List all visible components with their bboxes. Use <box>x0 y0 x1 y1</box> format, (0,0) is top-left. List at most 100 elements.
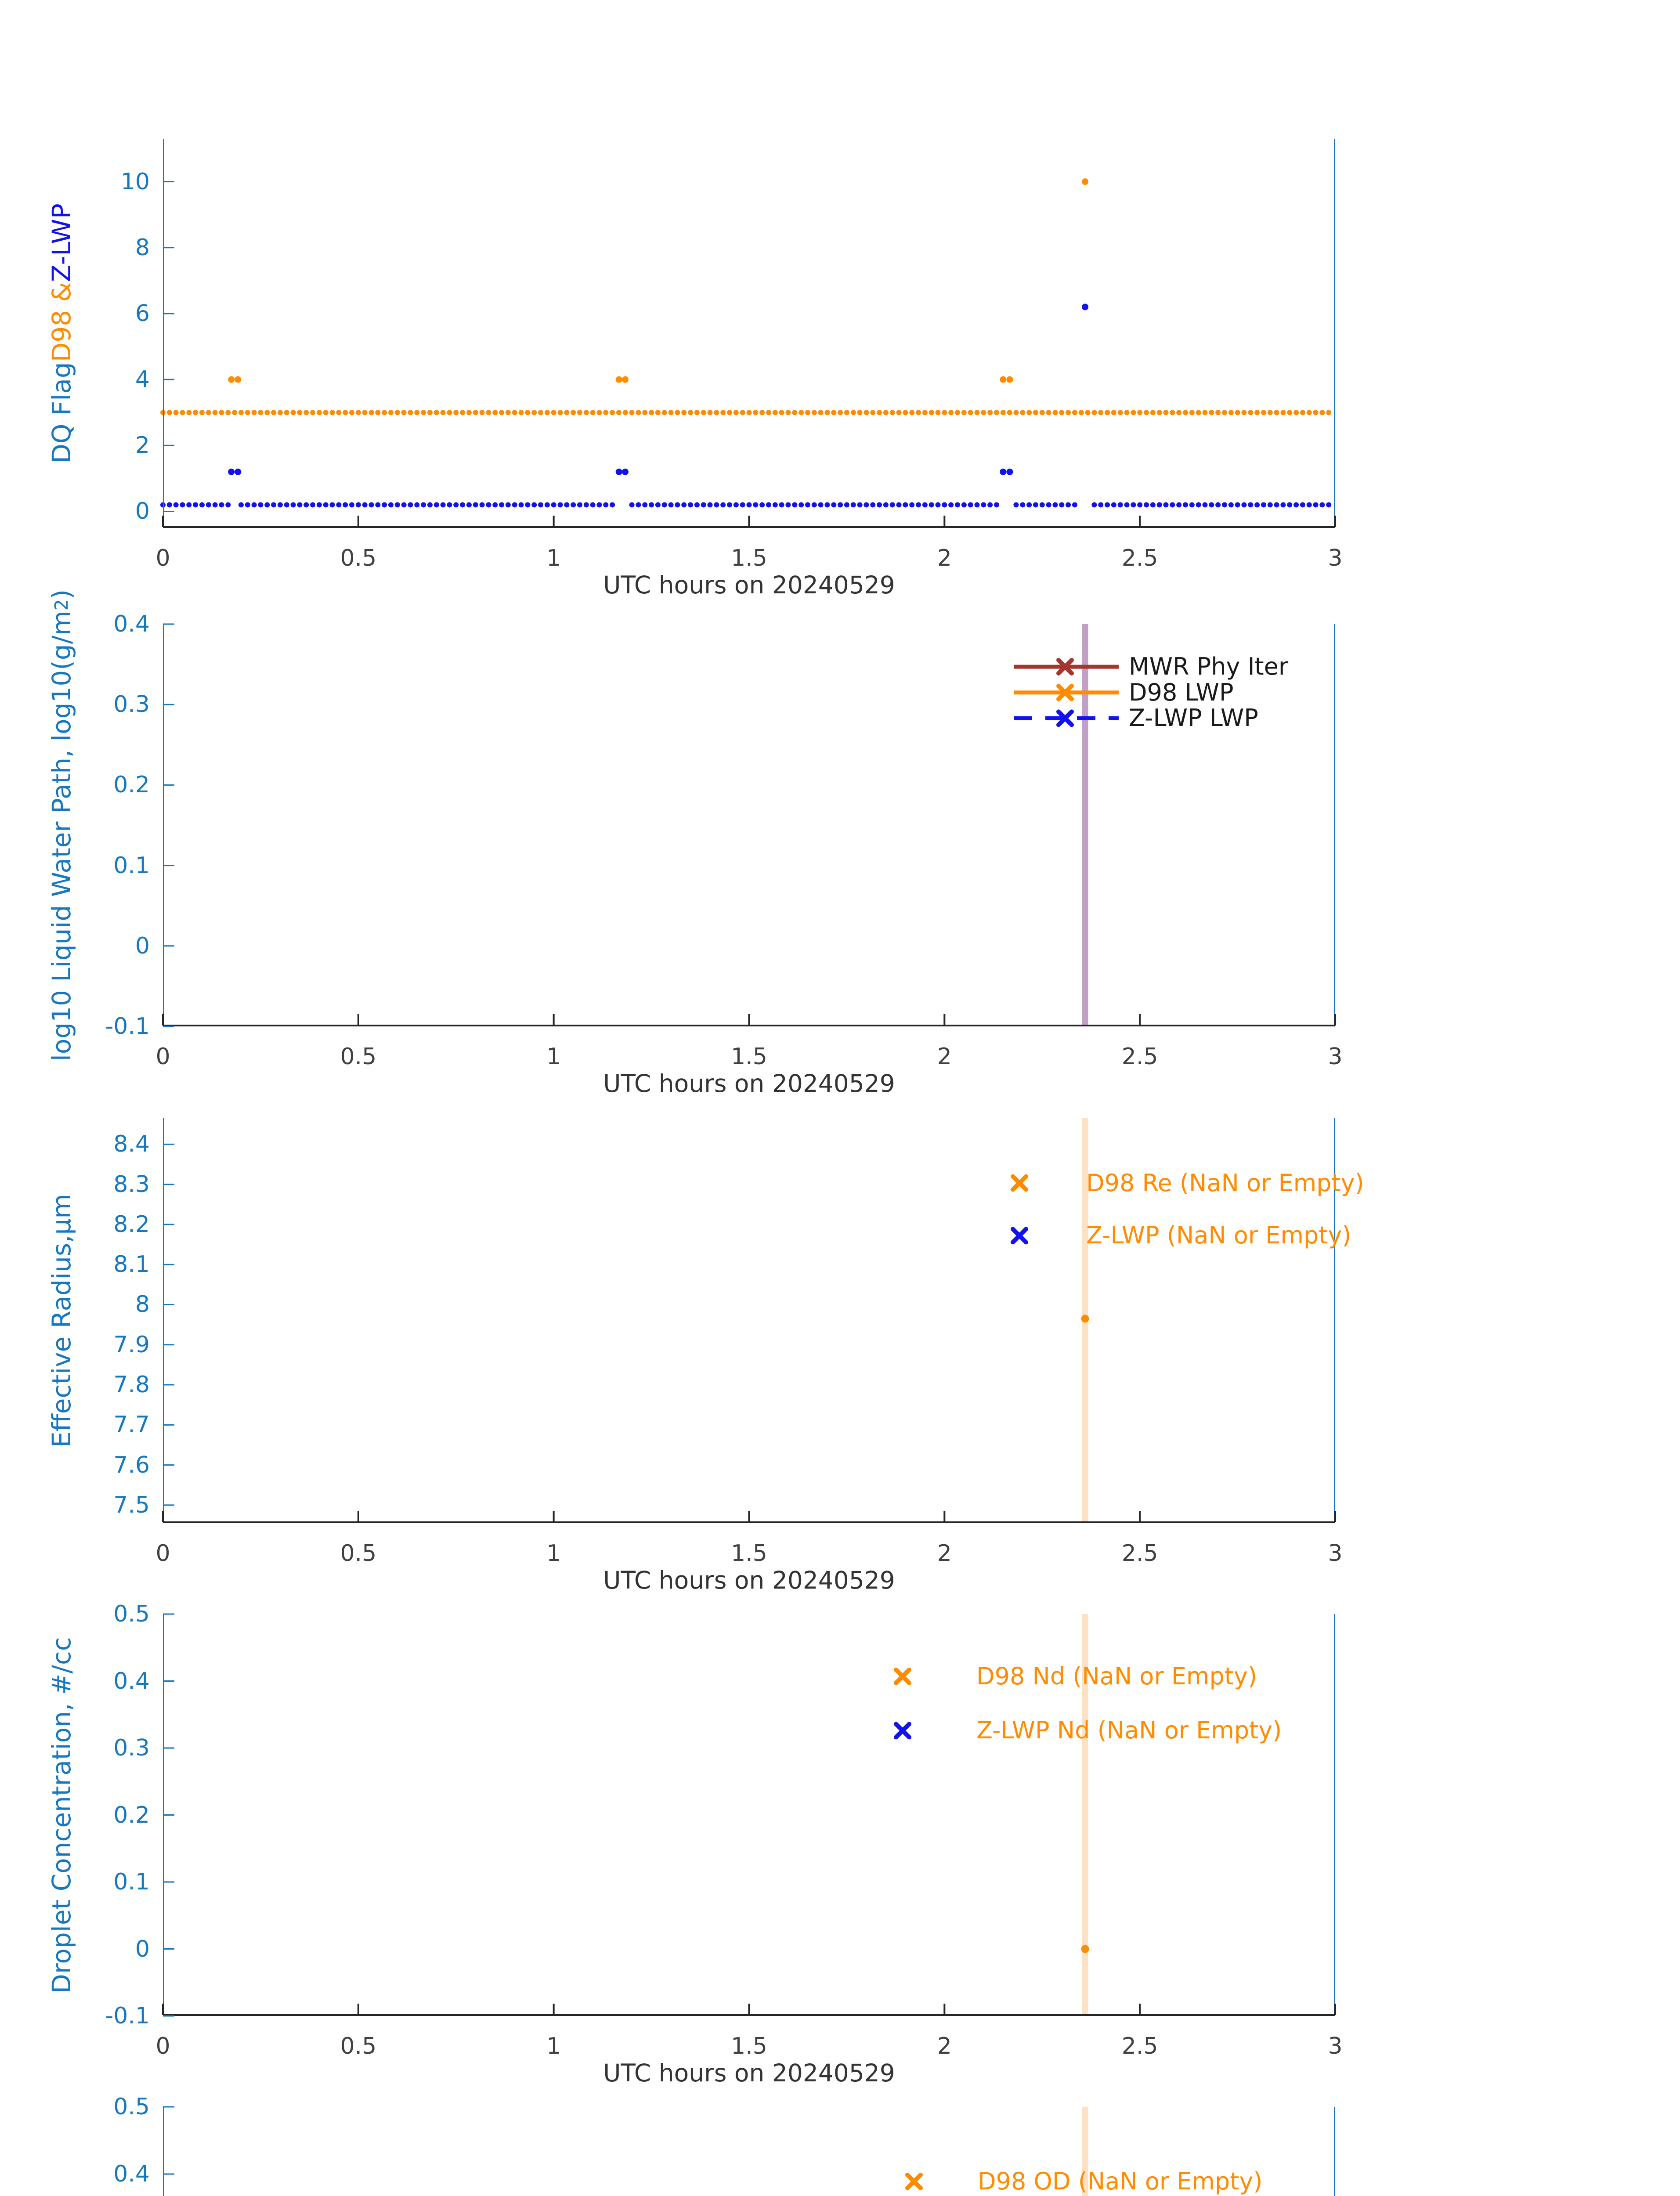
y-tick-label: 8.2 <box>113 1211 150 1238</box>
y-tick-label: 7.9 <box>113 1331 150 1358</box>
subplot-droplet-concentration: -0.1 0 0.1 0.2 0.3 0.4 0.5 0 0.5 1 1.5 2 2.5 3 UTC hou… <box>0 1601 1680 2130</box>
x-tick-label: 3 <box>1328 2033 1343 2059</box>
x-axis-label: UTC hours on 20240529 <box>603 1069 895 1098</box>
y-tick-label: 0.4 <box>113 2161 150 2187</box>
y-tick-label: 0.4 <box>113 1668 150 1694</box>
vertical-band <box>1082 2107 1088 2196</box>
y-tick-label: 0.2 <box>113 1802 150 1828</box>
vertical-band <box>1082 1614 1088 2016</box>
y-tick-label: 4 <box>135 366 150 393</box>
plot-area-dq-flag <box>160 139 1336 528</box>
y-tick-label: 2 <box>135 432 150 459</box>
legend-label: Z-LWP (NaN or Empty) <box>1086 1221 1351 1250</box>
y-tick-label: 0.1 <box>113 1869 150 1895</box>
x-tick-label: 0.5 <box>340 545 377 571</box>
y-axis-label: Effective Radius,μm <box>44 1044 79 1597</box>
x-tick-label: 2.5 <box>1121 545 1158 571</box>
x-tick-label: 3 <box>1328 1540 1343 1567</box>
y-tick-label: -0.1 <box>105 2003 150 2029</box>
x-tick-label: 1 <box>546 1044 561 1070</box>
x-tick-label: 1.5 <box>731 1044 767 1070</box>
y-tick-label: 0.1 <box>113 852 150 879</box>
x-tick-label: 3 <box>1328 1044 1343 1070</box>
x-tick-label: 2.5 <box>1121 1540 1158 1567</box>
y-tick-label: 0 <box>135 1936 150 1962</box>
y-axis-label-part: Z-LWP <box>47 203 76 282</box>
x-tick-label: 2 <box>937 545 952 571</box>
y-tick-label: 10 <box>120 168 150 195</box>
y-tick-label: 8.1 <box>113 1251 150 1278</box>
y-tick-label: 8.3 <box>113 1171 150 1198</box>
x-tick-label: 3 <box>1328 545 1343 571</box>
x-tick-label: 0 <box>155 545 170 571</box>
x-tick-label: 0 <box>155 1044 170 1070</box>
y-axis-label-part: 2 <box>51 599 72 611</box>
legend-label: D98 LWP <box>1129 678 1234 706</box>
y-axis-label: Optical Depth <box>44 2032 79 2196</box>
x-tick-label: 2 <box>937 2033 952 2059</box>
x-tick-label: 2 <box>937 1540 952 1567</box>
y-axis-label: log10 Liquid Water Path, log10(g/m 2) <box>44 549 79 1102</box>
legend-label: Z-LWP LWP <box>1129 704 1258 732</box>
x-tick-label: 1 <box>546 545 561 571</box>
legend-label: D98 OD (NaN or Empty) <box>978 2167 1263 2195</box>
legend-label: MWR Phy Iter <box>1129 653 1289 681</box>
data-point <box>1081 1945 1089 1953</box>
y-tick-label: -0.1 <box>105 1013 150 1040</box>
y-tick-label: 8 <box>135 1291 150 1318</box>
data-point <box>1081 1315 1089 1323</box>
y-tick-label: 8 <box>135 234 150 261</box>
x-tick-label: 0.5 <box>340 1540 377 1567</box>
y-axis-label-part: Effective Radius,μm <box>47 1194 76 1448</box>
y-axis-label-part: DQ Flag <box>47 362 76 463</box>
subplot-dq-flag: 0 2 4 6 8 10 0 0.5 1 1.5 2 2.5 3 UTC hours on 2024052… <box>0 139 1680 642</box>
subplot-liquid-water-path: -0.1 0 0.1 0.2 0.3 0.4 0 0.5 1 1.5 2 2.5 3 UTC hours … <box>0 589 1680 1141</box>
y-tick-label: 0.3 <box>113 691 150 718</box>
plot-area-effective-radius <box>162 1118 1336 1523</box>
y-tick-label: 7.5 <box>113 1492 150 1518</box>
y-tick-label: 0.3 <box>113 1735 150 1761</box>
x-tick-label: 2.5 <box>1121 2033 1158 2059</box>
y-tick-label: 7.7 <box>113 1412 150 1438</box>
vertical-band <box>1082 624 1088 1026</box>
subplot-effective-radius: 7.5 7.6 7.7 7.8 7.9 8 8.1 8.2 8.3 8.4 0 0.5 1 1.5 2 2.5… <box>0 1118 1680 1637</box>
y-tick-label: 0.4 <box>113 611 150 637</box>
legend-label: Z-LWP Nd (NaN or Empty) <box>976 1716 1282 1745</box>
x-tick-label: 0 <box>155 2033 170 2059</box>
y-tick-label: 0.5 <box>113 1601 150 1627</box>
y-axis-label-part: ) <box>47 589 76 600</box>
x-axis-label: UTC hours on 20240529 <box>603 2059 895 2087</box>
y-tick-label: 6 <box>135 300 150 327</box>
y-axis-label-part: Droplet Concentration, #/cc <box>47 1636 76 1994</box>
plot-area-droplet-concentration <box>162 1613 1336 2017</box>
x-tick-label: 1 <box>546 2033 561 2059</box>
y-tick-label: 7.8 <box>113 1372 150 1398</box>
legend-label: D98 Nd (NaN or Empty) <box>976 1662 1257 1690</box>
y-tick-label: 0.2 <box>113 772 150 798</box>
x-tick-label: 0.5 <box>340 1044 377 1070</box>
y-axis-label: DQ Flag D98 & Z-LWP <box>44 57 79 610</box>
x-tick-label: 1.5 <box>731 2033 767 2059</box>
y-tick-label: 8.4 <box>113 1131 150 1158</box>
y-axis-label: Droplet Concentration, #/cc <box>44 1539 79 2092</box>
y-tick-label: 7.6 <box>113 1452 150 1478</box>
y-tick-label: 0 <box>135 498 150 525</box>
x-tick-label: 0 <box>155 1540 170 1567</box>
plot-area-liquid-water-path <box>162 623 1336 1027</box>
y-axis-label-part: log10 Liquid Water Path, log10(g/m <box>47 610 76 1062</box>
y-axis-label-part: D98 & <box>47 282 76 362</box>
x-tick-label: 2 <box>937 1044 952 1070</box>
x-tick-label: 1.5 <box>731 545 767 571</box>
y-tick-label: 0 <box>135 932 150 959</box>
y-tick-label: 0.5 <box>113 2094 150 2120</box>
plot-area-optical-depth <box>163 2106 1335 2196</box>
legend-label: D98 Re (NaN or Empty) <box>1086 1169 1364 1197</box>
x-tick-label: 1 <box>546 1540 561 1567</box>
x-tick-label: 2.5 <box>1121 1044 1158 1070</box>
x-axis-label: UTC hours on 20240529 <box>603 1566 895 1594</box>
x-tick-label: 1.5 <box>731 1540 767 1567</box>
x-axis-label: UTC hours on 20240529 <box>603 571 895 599</box>
x-tick-label: 0.5 <box>340 2033 377 2059</box>
